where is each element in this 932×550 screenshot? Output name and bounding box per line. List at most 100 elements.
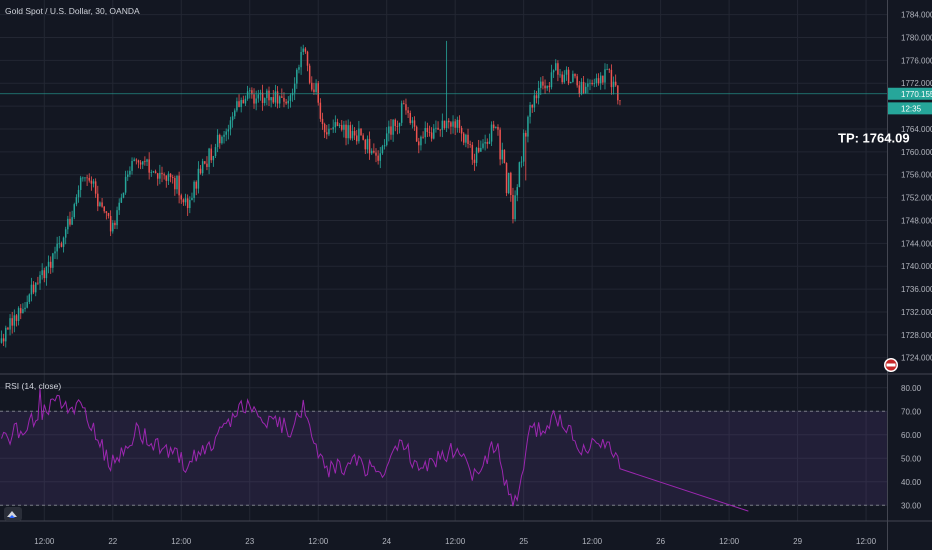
candle-body <box>276 91 279 104</box>
candle <box>403 100 405 105</box>
candle <box>529 102 531 124</box>
candle <box>392 119 394 142</box>
candle <box>240 97 242 113</box>
candle <box>490 121 493 147</box>
candle-body <box>144 161 146 163</box>
candle-body <box>184 198 187 203</box>
candle-body <box>60 243 63 247</box>
candle-body <box>285 101 287 104</box>
candle <box>120 193 123 204</box>
candle <box>103 205 105 214</box>
candle-body <box>28 294 31 302</box>
candle-body <box>216 134 219 148</box>
candle-body <box>582 81 585 93</box>
candle <box>2 333 5 347</box>
candle-body <box>159 172 161 179</box>
candle <box>338 123 341 128</box>
candle <box>445 40 448 133</box>
candle <box>557 60 559 82</box>
candle <box>525 130 527 181</box>
candle-body <box>437 127 439 130</box>
flag-icon-stripe <box>886 363 896 367</box>
candle <box>223 130 225 144</box>
time-tick-label: 29 <box>793 537 802 546</box>
candle <box>105 211 108 220</box>
rsi-tick-label: 50.00 <box>901 454 922 463</box>
candle <box>355 129 358 145</box>
time-tick-label: 23 <box>245 537 254 546</box>
candle-body <box>422 136 424 138</box>
candle-body <box>54 251 56 254</box>
candle <box>492 120 495 131</box>
candle-body <box>227 129 230 132</box>
candle <box>471 142 474 165</box>
candle <box>195 180 197 196</box>
candle <box>595 73 598 87</box>
candle-body <box>343 124 345 130</box>
time-tick-label: 12:00 <box>856 537 877 546</box>
price-tick-label: 1776.000 <box>901 56 932 65</box>
candle <box>210 144 212 163</box>
candle-body <box>90 180 93 184</box>
candle <box>480 140 482 152</box>
logo-mark <box>7 511 17 517</box>
candle-body <box>154 171 157 174</box>
candle <box>184 193 187 206</box>
candle <box>353 127 356 141</box>
candle-body <box>214 147 217 157</box>
candle-body <box>597 78 600 84</box>
candle-body <box>450 122 452 127</box>
candle-body <box>298 67 300 70</box>
candle-body <box>178 175 180 196</box>
candle <box>214 143 217 158</box>
candle <box>171 174 174 184</box>
candle <box>296 68 298 89</box>
candle <box>452 115 454 134</box>
candle-body <box>219 134 221 144</box>
candle-body <box>133 159 135 161</box>
candle-body <box>193 181 195 198</box>
candle-body <box>379 153 382 161</box>
candle-body <box>375 152 377 156</box>
candle <box>251 87 253 99</box>
candle-body <box>5 327 7 342</box>
candle <box>37 276 39 286</box>
candle-body <box>409 112 411 123</box>
candle-body <box>246 91 249 99</box>
candle-body <box>445 120 448 128</box>
candle <box>413 116 416 131</box>
candle-body <box>413 120 416 127</box>
candle <box>366 135 369 154</box>
candle-body <box>97 193 99 207</box>
chart-title: Gold Spot / U.S. Dollar, 30, OANDA <box>5 6 140 16</box>
candle-body <box>52 253 54 268</box>
candle-body <box>37 282 39 284</box>
candle <box>206 156 208 171</box>
candle <box>507 172 510 195</box>
candle-body <box>572 73 574 83</box>
candle-body <box>544 85 546 89</box>
candle-body <box>510 172 512 196</box>
candle <box>298 64 300 74</box>
candle <box>281 88 283 98</box>
candle-body <box>430 132 433 139</box>
candle-body <box>452 121 454 127</box>
candle <box>293 77 296 101</box>
candle <box>49 256 52 274</box>
candle <box>64 226 67 245</box>
candle <box>272 89 275 105</box>
candle-body <box>107 212 110 216</box>
candle <box>84 177 86 182</box>
candle-body <box>561 74 563 83</box>
candle-body <box>197 168 200 189</box>
candle-body <box>542 81 544 86</box>
candle <box>60 241 63 248</box>
candle-body <box>411 120 414 123</box>
candle <box>199 164 202 175</box>
candle-body <box>20 308 22 314</box>
candle-body <box>604 69 606 83</box>
candle <box>409 110 411 125</box>
candle-body <box>593 83 596 85</box>
candle-body <box>574 73 576 77</box>
candle <box>576 73 578 88</box>
